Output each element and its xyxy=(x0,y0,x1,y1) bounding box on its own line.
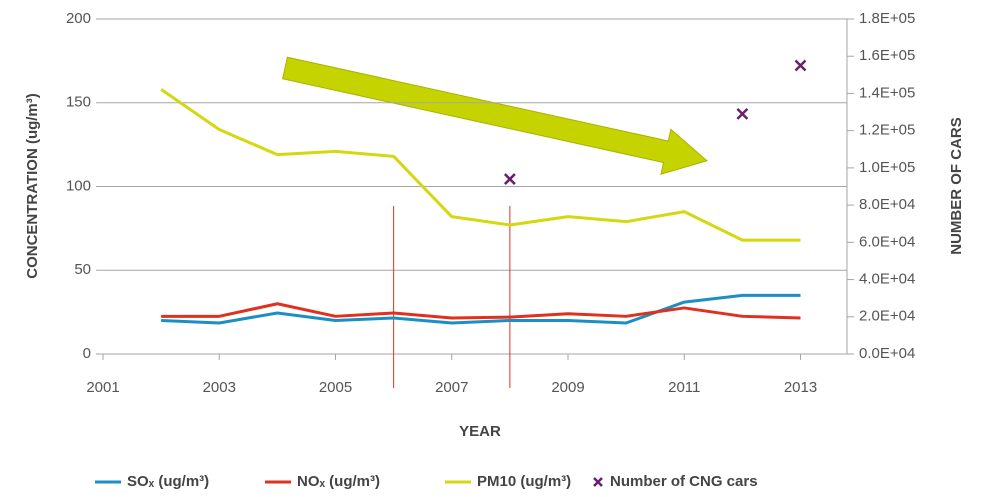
y-tick-label: 50 xyxy=(74,261,91,278)
series-line xyxy=(161,293,801,325)
x-tick-label: 2003 xyxy=(203,379,236,396)
scatter-point xyxy=(503,173,516,185)
legend-swatch xyxy=(593,477,603,487)
x-axis-title: YEAR xyxy=(459,423,501,440)
y-tick-label: 0 xyxy=(83,345,91,362)
y-tick-label: 150 xyxy=(66,94,91,111)
y2-tick-label: 6.0E+04 xyxy=(859,233,915,250)
y2-tick-label: 1.2E+05 xyxy=(859,122,915,139)
y2-tick-label: 8.0E+04 xyxy=(859,196,915,213)
series-line xyxy=(160,88,801,242)
y-tick-label: 200 xyxy=(66,10,91,27)
y2-axis-title: NUMBER OF CARS xyxy=(948,117,965,255)
scatter-point xyxy=(736,108,749,120)
series-line xyxy=(161,302,801,320)
legend-label: SOₓ (ug/m³) xyxy=(127,473,209,490)
y2-tick-label: 1.8E+05 xyxy=(859,10,915,27)
x-tick-label: 2009 xyxy=(551,379,584,396)
y2-tick-label: 4.0E+04 xyxy=(859,271,915,288)
y2-tick-label: 0.0E+04 xyxy=(859,345,915,362)
y-axis-title: CONCENTRATION (ug/m³) xyxy=(24,93,41,279)
x-tick-label: 2005 xyxy=(319,379,352,396)
y2-tick-label: 1.0E+05 xyxy=(859,159,915,176)
legend-label: NOₓ (ug/m³) xyxy=(297,473,380,490)
scatter-point xyxy=(794,59,807,72)
x-tick-label: 2001 xyxy=(86,379,119,396)
legend-label: PM10 (ug/m³) xyxy=(477,473,571,490)
y2-tick-label: 2.0E+04 xyxy=(859,308,915,325)
x-tick-label: 2013 xyxy=(784,379,817,396)
y2-tick-label: 1.6E+05 xyxy=(859,47,915,64)
x-tick-label: 2007 xyxy=(435,379,468,396)
x-tick-label: 2011 xyxy=(668,379,700,396)
y2-tick-label: 1.4E+05 xyxy=(859,84,915,101)
y-tick-label: 100 xyxy=(66,177,91,194)
legend-label: Number of CNG cars xyxy=(610,473,758,490)
trend-arrow xyxy=(282,56,708,175)
